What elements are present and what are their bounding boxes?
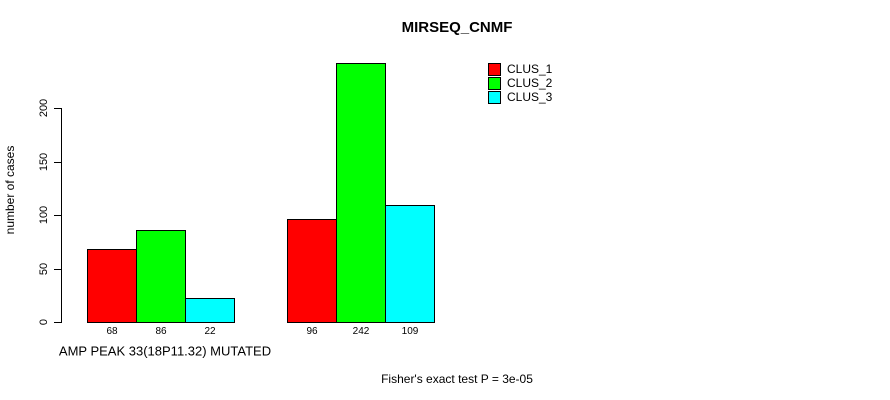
y-tick-label: 200 [38,98,50,118]
y-tick [54,162,61,163]
y-tick-label: 50 [38,262,50,276]
y-axis-line [61,108,62,323]
y-tick [54,269,61,270]
bar-clus_1-group1 [87,249,137,323]
y-tick-label: 150 [38,152,50,172]
bar-clus_3-group1 [185,298,235,323]
y-tick [54,322,61,323]
bar-value-label: 68 [106,326,118,337]
chart-title: MIRSEQ_CNMF [401,19,513,36]
bar-clus_2-group2 [336,63,386,323]
y-tick-label: 0 [38,318,50,326]
y-axis-label: number of cases [3,145,17,235]
bar-clus_2-group1 [136,230,186,323]
legend-item: CLUS_1 [488,63,552,76]
bar-value-label: 22 [204,326,216,337]
bar-value-label: 109 [401,326,419,337]
y-tick-label: 100 [38,205,50,225]
legend-label: CLUS_1 [507,62,553,76]
x-axis-label: AMP PEAK 33(18P11.32) MUTATED [58,343,272,359]
legend-label: CLUS_2 [507,76,553,90]
y-tick [54,215,61,216]
legend-label: CLUS_3 [507,90,553,104]
legend-item: CLUS_3 [488,91,552,104]
bar-clus_3-group2 [385,205,435,323]
bar-value-label: 96 [306,326,318,337]
legend-item: CLUS_2 [488,77,552,90]
bar-value-label: 242 [352,326,370,337]
bar-clus_1-group2 [287,219,337,323]
p-value-text: Fisher's exact test P = 3e-05 [381,372,533,386]
legend-swatch [488,77,501,90]
y-tick [54,108,61,109]
bar-value-label: 86 [155,326,167,337]
legend-swatch [488,63,501,76]
legend-swatch [488,91,501,104]
legend: CLUS_1 CLUS_2 CLUS_3 [488,63,552,104]
